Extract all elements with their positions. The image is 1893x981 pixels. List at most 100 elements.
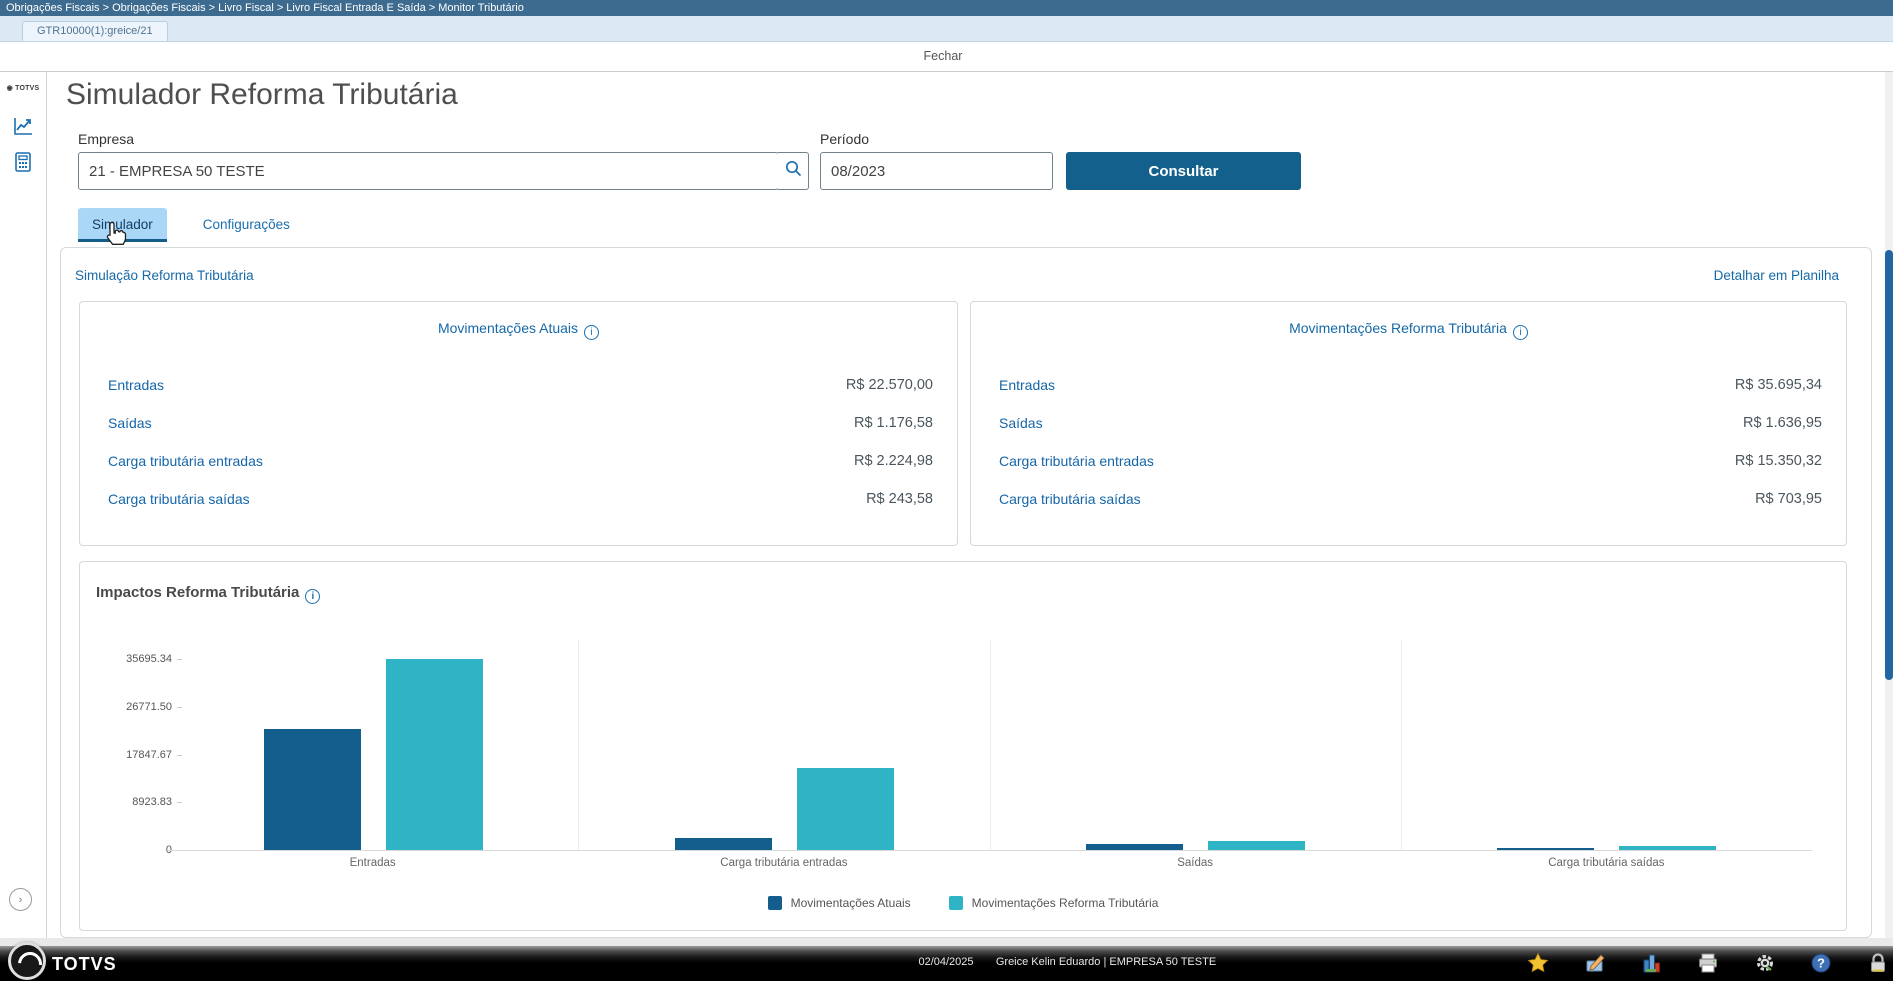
card-row-carga-tributaria-entradas: Carga tributária entradas R$ 2.224,98 bbox=[80, 442, 957, 480]
window-tab-strip: GTR10000(1):greice/21 bbox=[0, 16, 1893, 42]
scrollbar-thumb[interactable] bbox=[1885, 250, 1893, 680]
tabs: Simulador Configurações bbox=[78, 208, 304, 242]
bar-movimentacoes-reforma-tributaria-carga-tributaria-saidas[interactable] bbox=[1619, 846, 1717, 850]
row-value: R$ 2.224,98 bbox=[853, 453, 933, 469]
y-axis-tick: 17847.67 bbox=[126, 748, 172, 761]
info-icon[interactable]: i bbox=[305, 589, 321, 604]
bar-movimentacoes-atuais-entradas[interactable] bbox=[263, 729, 361, 850]
tab-simulador[interactable]: Simulador bbox=[78, 208, 167, 242]
y-axis-tick-mark bbox=[177, 659, 182, 660]
page-title: Simulador Reforma Tributária bbox=[66, 78, 458, 111]
row-value: R$ 1.636,95 bbox=[1742, 415, 1822, 431]
row-value: R$ 35.695,34 bbox=[1734, 377, 1822, 393]
y-axis-tick-mark bbox=[177, 754, 182, 756]
statusbar-date: 02/04/2025 bbox=[918, 956, 974, 968]
window-tab[interactable]: GTR10000(1):greice/21 bbox=[22, 21, 168, 41]
row-value: R$ 22.570,00 bbox=[845, 377, 933, 393]
row-label: Carga tributária saídas bbox=[999, 491, 1141, 507]
row-label: Saídas bbox=[999, 415, 1043, 431]
gear-icon[interactable] bbox=[1752, 950, 1778, 976]
legend-item-movimentacoes-reforma-tributaria[interactable]: Movimentações Reforma Tributária bbox=[948, 896, 1159, 910]
periodo-label: Período bbox=[820, 131, 870, 147]
bar-movimentacoes-atuais-carga-tributaria-entradas[interactable] bbox=[674, 838, 772, 850]
x-axis-line bbox=[167, 850, 1812, 851]
detalhar-em-planilha-link[interactable]: Detalhar em Planilha bbox=[1713, 268, 1839, 283]
row-label: Entradas bbox=[999, 377, 1056, 393]
info-icon[interactable]: i bbox=[584, 325, 600, 340]
legend-label: Movimentações Atuais bbox=[790, 896, 911, 910]
y-axis-tick: 0 bbox=[84, 844, 172, 856]
card-movimentacoes-reforma-tributaria: Movimentações Reforma Tributária i Entrada… bbox=[970, 301, 1847, 546]
search-button[interactable] bbox=[778, 152, 809, 190]
y-axis-tick: 26771.50 bbox=[126, 700, 172, 713]
y-axis-tick-mark bbox=[177, 802, 182, 804]
row-label: Carga tributária entradas bbox=[108, 453, 263, 469]
breadcrumb: Obrigações Fiscais > Obrigações Fiscais … bbox=[0, 0, 1893, 16]
tab-configuracoes[interactable]: Configurações bbox=[202, 217, 290, 232]
bar-movimentacoes-atuais-carga-tributaria-saidas[interactable] bbox=[1497, 848, 1595, 850]
bar-movimentacoes-reforma-tributaria-saidas[interactable] bbox=[1208, 841, 1306, 850]
bar-movimentacoes-atuais-saidas[interactable] bbox=[1086, 844, 1184, 850]
simulator-panel: Simulação Reforma Tributária Detalhar em… bbox=[60, 247, 1872, 938]
info-icon[interactable]: i bbox=[1512, 325, 1528, 340]
x-axis-category-label: Carga tributária saídas bbox=[1548, 857, 1665, 869]
calculator-icon[interactable] bbox=[11, 150, 35, 174]
chart-title: Impactos Reforma Tributária i bbox=[96, 584, 321, 604]
totvs-mini-logo: ◉ TOTVS bbox=[6, 85, 40, 92]
sidebar-expand-button[interactable]: › bbox=[9, 888, 32, 911]
sidebar: ◉ TOTVS › bbox=[0, 72, 47, 938]
card-row-saidas: Saídas R$ 1.176,58 bbox=[80, 404, 957, 442]
help-icon[interactable]: ? bbox=[1808, 950, 1834, 976]
legend-item-movimentacoes-atuais[interactable]: Movimentações Atuais bbox=[767, 896, 911, 910]
group-separator bbox=[578, 640, 580, 850]
x-axis-category-label: Carga tributária entradas bbox=[720, 857, 848, 869]
consultar-button[interactable]: Consultar bbox=[1066, 152, 1301, 190]
group-separator bbox=[1400, 640, 1402, 850]
menu-bar: Fechar bbox=[0, 42, 1893, 72]
building-chart-icon[interactable] bbox=[1638, 950, 1664, 976]
fechar-menu-item[interactable]: Fechar bbox=[923, 49, 963, 63]
section-title: Simulação Reforma Tributária bbox=[75, 268, 254, 283]
empresa-input[interactable] bbox=[78, 152, 779, 190]
bar-movimentacoes-reforma-tributaria-carga-tributaria-entradas[interactable] bbox=[796, 768, 894, 850]
card-movimentacoes-atuais: Movimentações Atuais i Entradas R$ 22.570,0… bbox=[79, 301, 958, 546]
legend-swatch-icon bbox=[767, 896, 782, 910]
line-chart-icon[interactable] bbox=[11, 114, 35, 138]
svg-text:?: ? bbox=[1817, 956, 1825, 971]
legend-swatch-icon bbox=[948, 896, 963, 910]
printer-icon[interactable] bbox=[1695, 950, 1721, 976]
card-title: Movimentações Reforma Tributária i bbox=[971, 320, 1846, 340]
empresa-label: Empresa bbox=[78, 131, 135, 147]
y-axis-tick: 8923.83 bbox=[132, 796, 172, 809]
card-row-carga-tributaria-saidas: Carga tributária saídas R$ 703,95 bbox=[971, 480, 1846, 518]
vertical-scrollbar[interactable] bbox=[1885, 72, 1893, 938]
row-label: Carga tributária saídas bbox=[108, 491, 250, 507]
totvs-logo-icon: ◉ bbox=[6, 85, 16, 92]
chart-legend: Movimentações Atuais Movimentações Reform… bbox=[80, 896, 1846, 910]
row-value: R$ 1.176,58 bbox=[853, 415, 933, 431]
totvs-logo-icon bbox=[8, 942, 46, 980]
lock-icon[interactable] bbox=[1865, 950, 1891, 976]
card-row-entradas: Entradas R$ 35.695,34 bbox=[971, 366, 1846, 404]
bar-movimentacoes-reforma-tributaria-entradas[interactable] bbox=[385, 659, 483, 850]
row-value: R$ 243,58 bbox=[866, 491, 933, 507]
star-icon[interactable] bbox=[1525, 950, 1551, 976]
totvs-wordmark: TOTVS bbox=[52, 954, 117, 974]
pencil-icon[interactable] bbox=[1582, 950, 1608, 976]
card-title: Movimentações Atuais i bbox=[80, 320, 957, 340]
row-value: R$ 703,95 bbox=[1755, 491, 1822, 507]
card-row-carga-tributaria-entradas: Carga tributária entradas R$ 15.350,32 bbox=[971, 442, 1846, 480]
y-axis-tick: 35695.34 bbox=[126, 653, 172, 665]
y-axis-tick-mark bbox=[177, 706, 182, 708]
periodo-input[interactable] bbox=[820, 152, 1053, 190]
card-row-entradas: Entradas R$ 22.570,00 bbox=[80, 366, 957, 404]
search-icon bbox=[784, 159, 803, 183]
row-label: Saídas bbox=[108, 415, 152, 431]
group-separator bbox=[989, 640, 991, 850]
card-row-saidas: Saídas R$ 1.636,95 bbox=[971, 404, 1846, 442]
x-axis-category-label: Saídas bbox=[1177, 857, 1214, 869]
row-label: Entradas bbox=[108, 377, 165, 393]
impactos-chart-card: Impactos Reforma Tributária i 35695.34 267… bbox=[79, 561, 1847, 931]
statusbar-user: Greice Kelin Eduardo | EMPRESA 50 TESTE bbox=[995, 956, 1217, 968]
legend-label: Movimentações Reforma Tributária bbox=[971, 896, 1159, 910]
